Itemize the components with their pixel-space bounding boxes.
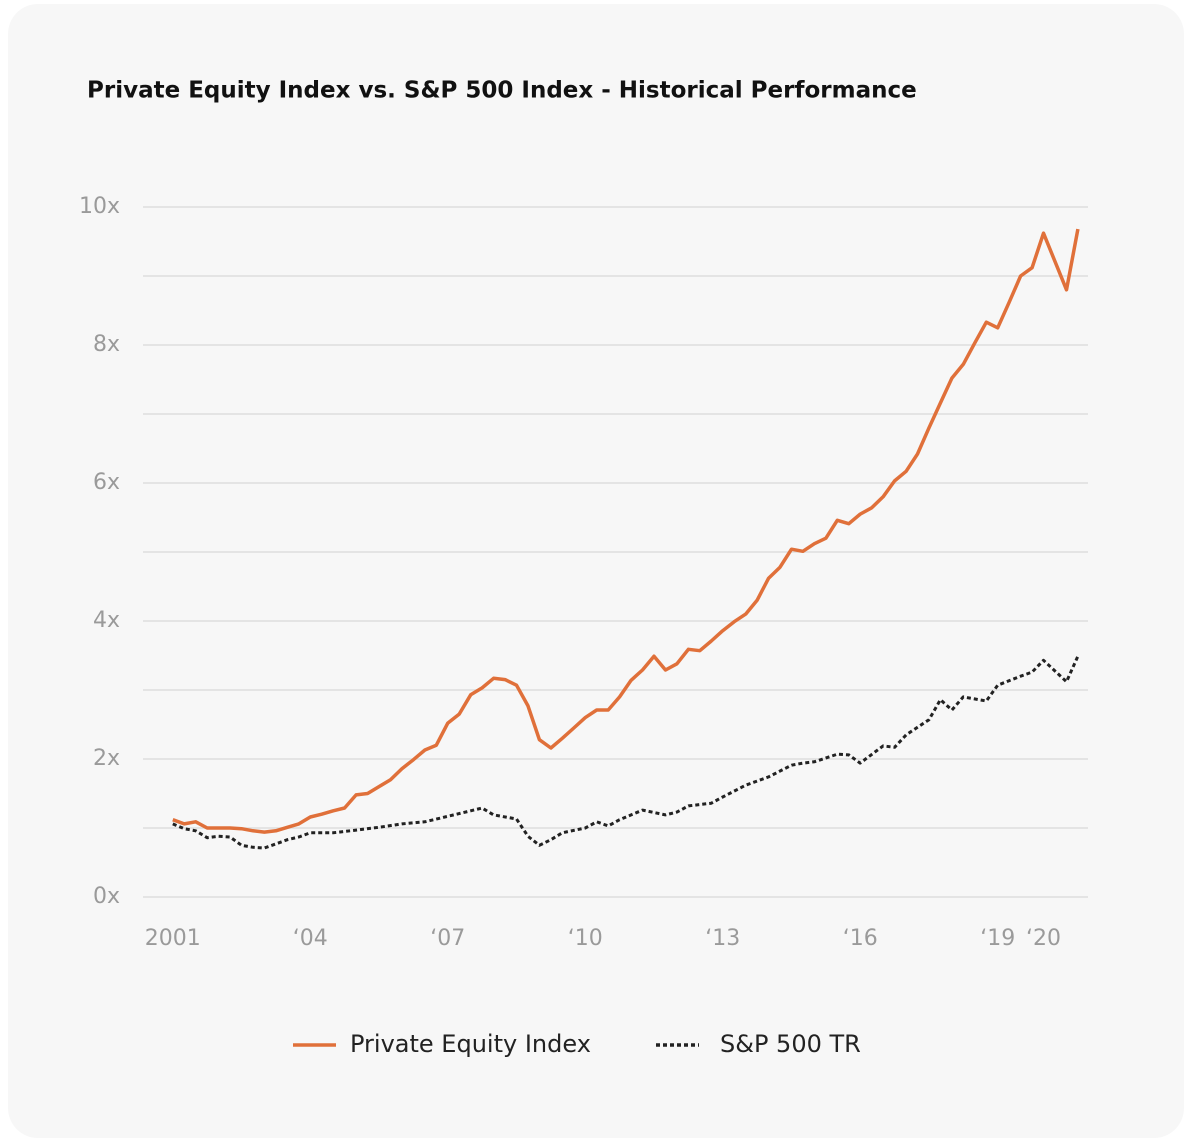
y-tick-label: 8x <box>93 332 120 357</box>
series-line <box>172 228 1080 834</box>
legend-label: Private Equity Index <box>350 1030 591 1058</box>
card <box>8 4 1184 1138</box>
y-tick-label: 4x <box>93 608 120 633</box>
legend-label: S&P 500 TR <box>720 1030 861 1058</box>
x-tick-label: ‘04 <box>293 926 328 951</box>
x-tick-label: ‘19 <box>980 926 1015 951</box>
x-tick-label: ‘10 <box>568 926 603 951</box>
x-tick-label: 2001 <box>145 926 201 951</box>
y-tick-label: 2x <box>93 746 120 771</box>
x-tick-label: ‘07 <box>430 926 465 951</box>
chart-title: Private Equity Index vs. S&P 500 Index -… <box>87 78 917 104</box>
x-tick-label: ‘13 <box>705 926 740 951</box>
series-line <box>172 655 1080 850</box>
x-tick-label: ‘16 <box>843 926 878 951</box>
y-tick-label: 6x <box>93 470 120 495</box>
x-tick-label: ‘20 <box>1026 926 1061 951</box>
y-tick-label: 10x <box>79 194 120 219</box>
y-tick-label: 0x <box>93 884 120 909</box>
